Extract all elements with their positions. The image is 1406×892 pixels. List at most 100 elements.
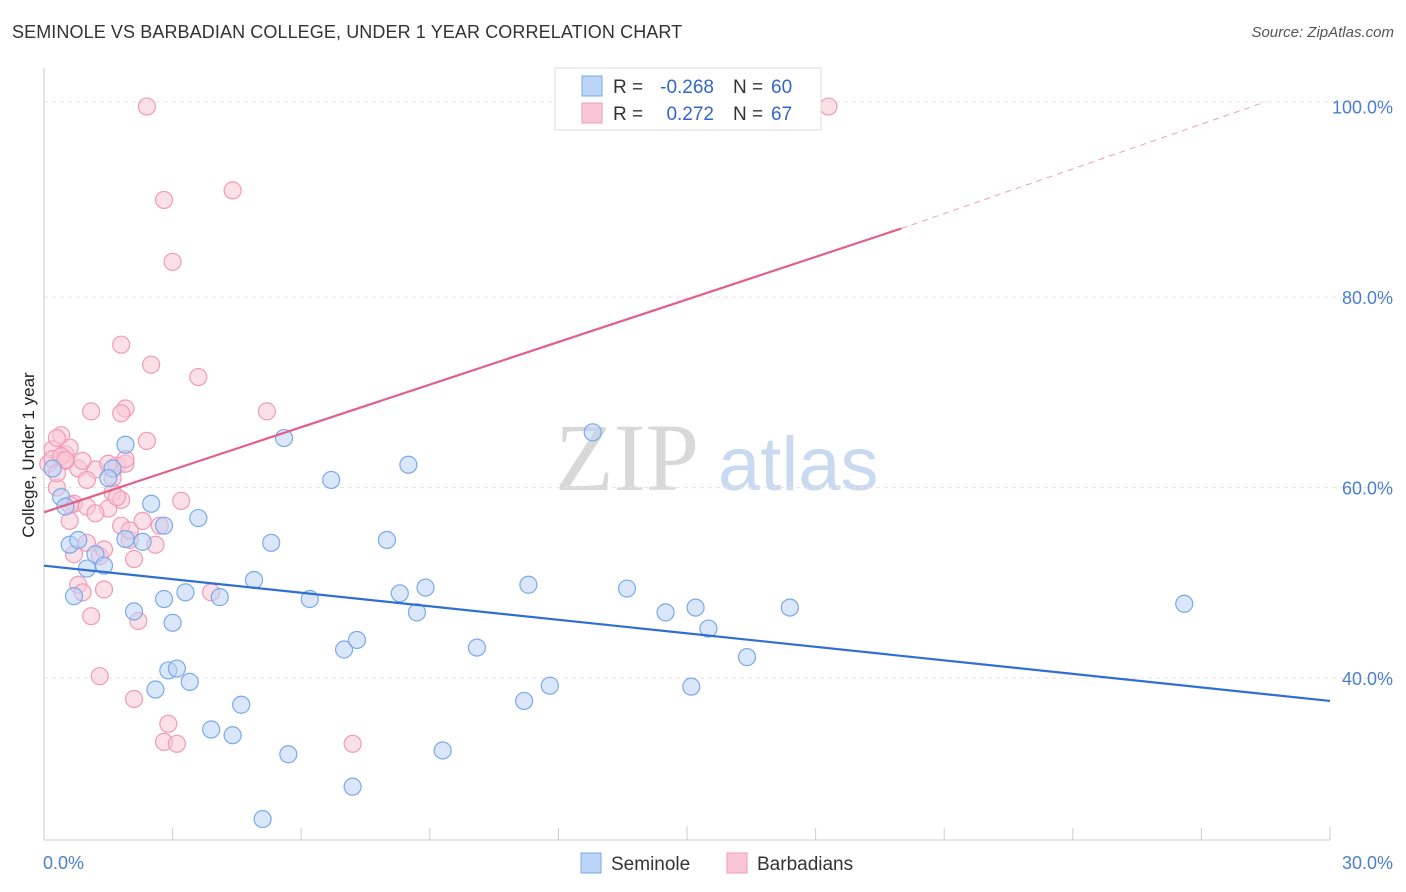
bottom-swatch-barbadians <box>726 852 748 874</box>
x-tick-min: 0.0% <box>43 853 84 873</box>
barbadians-point-21 <box>94 580 114 599</box>
seminole-point-26 <box>210 588 229 607</box>
legend-n-label-1: N = <box>733 77 763 98</box>
seminole-points <box>43 423 1194 829</box>
seminole-point-36 <box>334 640 354 659</box>
y-tick-label-100: 100.0% <box>1332 98 1393 118</box>
seminole-point-37 <box>343 777 362 796</box>
barbadians-point-56 <box>47 428 66 448</box>
seminole-point-43 <box>416 578 435 597</box>
legend-swatch-barbadians <box>581 102 603 124</box>
correlation-legend: R = -0.268 N = 60 R = 0.272 N = 67 <box>554 67 822 131</box>
trend-lines <box>43 101 1331 703</box>
axes <box>43 68 1331 841</box>
seminole-point-0 <box>43 459 62 478</box>
legend-r-value-2: 0.272 <box>666 104 714 125</box>
barbadians-point-60 <box>77 470 96 490</box>
seminole-point-35 <box>322 470 341 490</box>
barbadians-point-32 <box>124 549 144 569</box>
seminole-point-49 <box>583 423 602 442</box>
barbadians-point-47 <box>223 181 242 200</box>
legend-r-label-2: R = <box>613 104 643 125</box>
seminole-point-40 <box>390 584 409 603</box>
seminole-point-39 <box>377 530 397 550</box>
bottom-swatch-seminole <box>580 852 602 874</box>
seminole-point-22 <box>176 583 195 602</box>
seminole-trend-line <box>43 564 1331 703</box>
seminole-point-20 <box>163 613 182 632</box>
barbadians-point-49 <box>343 734 362 753</box>
y-tick-label-60: 60.0% <box>1342 479 1393 499</box>
barbadians-point-43 <box>167 734 186 753</box>
barbadians-point-42 <box>163 252 182 271</box>
legend-n-label-2: N = <box>733 104 763 125</box>
legend-swatch-seminole <box>581 75 603 97</box>
seminole-point-13 <box>124 602 144 621</box>
legend-n-value-2: 67 <box>771 104 792 125</box>
barbadians-trend-line <box>43 227 902 514</box>
barbadians-point-37 <box>142 355 161 374</box>
barbadians-point-61 <box>86 504 105 523</box>
seminole-point-47 <box>519 575 538 594</box>
bottom-legend-barbadians: Barbadians <box>757 854 853 875</box>
seminole-point-55 <box>737 648 757 667</box>
seminole-point-17 <box>154 516 174 535</box>
seminole-point-54 <box>699 619 718 638</box>
legend-n-value-1: 60 <box>771 77 792 98</box>
seminole-point-56 <box>780 598 799 617</box>
seminole-point-14 <box>133 532 152 551</box>
y-tick-label-80: 80.0% <box>1342 288 1393 308</box>
seminole-point-4 <box>64 587 84 606</box>
seminole-point-52 <box>682 677 701 696</box>
barbadians-point-59 <box>73 451 92 471</box>
gridlines <box>44 101 1392 679</box>
watermark-zip: ZIP <box>555 404 699 511</box>
chart-source: Source: ZipAtlas.com <box>1251 24 1394 41</box>
seminole-point-53 <box>686 598 705 617</box>
y-tick-label-40: 40.0% <box>1342 669 1393 689</box>
seminole-point-33 <box>279 745 298 764</box>
seminole-point-25 <box>202 720 221 739</box>
barbadians-point-35 <box>133 511 152 531</box>
y-tick-labels: 40.0% 60.0% 80.0% 100.0% <box>1332 98 1393 690</box>
seminole-point-18 <box>154 589 174 609</box>
barbadians-trend-extension <box>901 101 1266 229</box>
seminole-point-46 <box>515 691 534 711</box>
seminole-point-57 <box>1175 594 1194 613</box>
seminole-point-38 <box>347 630 367 650</box>
watermark-atlas: atlas <box>718 422 879 507</box>
barbadians-point-53 <box>137 97 156 116</box>
seminole-point-15 <box>142 494 161 513</box>
seminole-point-21 <box>167 659 186 678</box>
barbadians-point-33 <box>124 689 144 709</box>
legend-r-label-1: R = <box>613 77 643 98</box>
barbadians-point-45 <box>189 367 208 387</box>
seminole-point-8 <box>94 556 114 575</box>
barbadians-point-17 <box>82 607 101 626</box>
series-legend: Seminole Barbadians <box>580 852 853 875</box>
seminole-point-28 <box>232 695 251 714</box>
seminole-point-41 <box>399 455 418 474</box>
barbadians-point-19 <box>90 667 109 686</box>
seminole-point-11 <box>116 529 135 549</box>
seminole-point-10 <box>99 468 118 488</box>
barbadians-point-36 <box>137 431 156 451</box>
y-axis-title: College, Under 1 year <box>19 372 38 538</box>
seminole-point-30 <box>253 809 272 829</box>
seminole-point-27 <box>223 726 242 745</box>
barbadians-point-55 <box>819 97 838 116</box>
seminole-point-48 <box>540 676 559 695</box>
barbadians-point-44 <box>172 491 191 511</box>
seminole-point-45 <box>467 638 487 657</box>
barbadians-point-54 <box>154 190 174 210</box>
seminole-point-5 <box>69 530 88 550</box>
barbadians-points <box>39 97 838 753</box>
seminole-point-16 <box>146 680 165 699</box>
seminole-point-23 <box>180 672 199 691</box>
seminole-point-31 <box>262 533 281 552</box>
seminole-point-12 <box>116 435 135 454</box>
seminole-point-44 <box>433 741 452 760</box>
seminole-point-29 <box>244 570 264 590</box>
seminole-point-24 <box>189 508 208 528</box>
